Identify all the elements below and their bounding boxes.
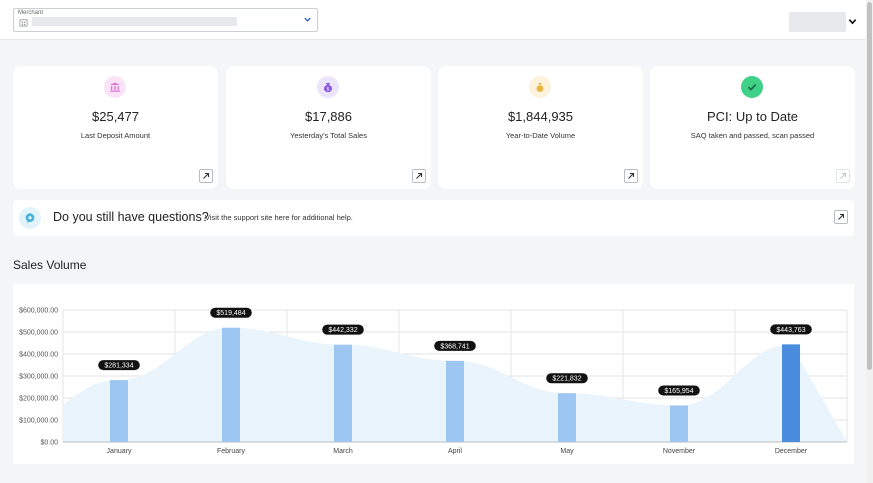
data-label: $165,954	[664, 388, 693, 395]
card-value: $17,886	[305, 109, 352, 124]
card-ytd-volume: $1,844,935 Year-to-Date Volume	[438, 66, 643, 189]
data-label: $519,484	[216, 310, 245, 317]
merchant-select[interactable]: Merchant	[13, 8, 318, 32]
external-link-button[interactable]	[836, 169, 850, 183]
y-tick-label: $0.00	[40, 440, 58, 447]
y-tick-label: $600,000.00	[19, 308, 58, 315]
y-tick-label: $100,000.00	[19, 418, 58, 425]
data-label: $368,741	[440, 343, 469, 350]
support-banner: Do you still have questions? Visit the s…	[13, 200, 854, 236]
card-value: PCI: Up to Date	[706, 109, 799, 124]
check-icon	[741, 76, 763, 98]
data-label-pill	[322, 324, 364, 335]
arrow-up-right-icon	[203, 172, 210, 179]
data-label: $443,763	[776, 327, 805, 334]
svg-text:$: $	[326, 86, 329, 92]
coin-bag-icon	[529, 76, 551, 98]
x-tick-label: April	[448, 448, 462, 455]
bar	[222, 327, 240, 442]
y-tick-label: $200,000.00	[19, 396, 58, 403]
sales-volume-chart: $0.00 $100,000.00 $200,000.00 $300,000.00 $4…	[13, 284, 854, 464]
bank-icon	[104, 76, 126, 98]
chart-svg: $0.00 $100,000.00 $200,000.00 $300,000.00 $4…	[19, 307, 848, 455]
bar	[446, 360, 464, 442]
card-value: $25,477	[92, 109, 139, 124]
card-value: $1,844,935	[507, 109, 574, 124]
user-menu[interactable]	[789, 12, 846, 32]
scrollbar-thumb[interactable]	[867, 2, 872, 370]
data-label-pill	[658, 385, 700, 396]
card-last-deposit: $25,477 Last Deposit Amount	[13, 66, 218, 189]
card-label: Yesterday's Total Sales	[290, 131, 367, 140]
y-tick-label: $300,000.00	[19, 374, 58, 381]
bar	[558, 393, 576, 442]
bar	[670, 405, 688, 442]
data-label: $281,334	[104, 363, 133, 370]
bar	[334, 344, 352, 442]
chat-question-icon	[19, 207, 41, 229]
arrow-up-right-icon	[416, 172, 423, 179]
arrow-up-right-icon	[838, 213, 845, 220]
money-bag-icon: $	[317, 76, 339, 98]
top-bar: Merchant	[0, 0, 866, 40]
card-yesterday-sales: $ $17,886 Yesterday's Total Sales	[226, 66, 431, 189]
x-tick-label: March	[333, 448, 353, 455]
y-tick-label: $500,000.00	[19, 330, 58, 337]
x-tick-label: February	[217, 448, 246, 455]
external-link-button[interactable]	[199, 169, 213, 183]
bar	[782, 344, 800, 442]
sales-volume-title: Sales Volume	[13, 258, 87, 272]
support-link-button[interactable]	[834, 210, 848, 224]
x-tick-label: December	[775, 448, 808, 455]
x-tick-label: May	[560, 448, 574, 455]
help-text: Visit the support site here for addition…	[205, 213, 353, 222]
merchant-value	[32, 17, 237, 26]
card-label: Year-to-Date Volume	[505, 131, 576, 140]
x-tick-label: November	[663, 448, 696, 455]
data-label: $221,832	[552, 376, 581, 383]
data-label-pill	[98, 360, 140, 371]
merchant-label: Merchant	[18, 10, 44, 16]
data-label: $442,332	[328, 327, 357, 334]
external-link-button[interactable]	[412, 169, 426, 183]
data-label-pill	[210, 307, 252, 318]
data-label-pill	[770, 324, 812, 335]
bar	[110, 380, 128, 442]
scrollbar[interactable]	[866, 0, 873, 483]
y-tick-label: $400,000.00	[19, 352, 58, 359]
card-pci-status: PCI: Up to Date SAQ taken and passed, sc…	[650, 66, 855, 189]
data-label-pill	[546, 373, 588, 384]
data-label-pill	[434, 340, 476, 351]
card-label: SAQ taken and passed, scan passed	[690, 131, 815, 140]
arrow-up-right-icon	[840, 172, 847, 179]
help-title: Do you still have questions?	[53, 210, 209, 224]
store-icon	[19, 19, 28, 27]
chevron-down-icon[interactable]	[303, 15, 312, 24]
external-link-button[interactable]	[624, 169, 638, 183]
card-label: Last Deposit Amount	[80, 131, 151, 140]
x-tick-label: January	[107, 448, 132, 455]
arrow-up-right-icon	[628, 172, 635, 179]
chevron-down-icon[interactable]	[848, 17, 857, 26]
